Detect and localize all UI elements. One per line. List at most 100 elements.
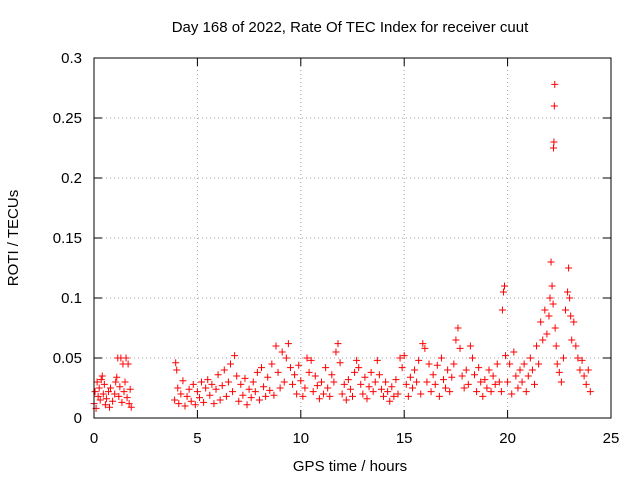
data-point [361,373,369,381]
data-point [324,384,332,392]
data-point [498,306,506,314]
data-point [458,372,466,380]
data-point [386,397,394,405]
data-point [483,384,491,392]
data-point [229,388,237,396]
data-point [574,354,582,362]
data-point [475,364,483,372]
data-point [431,380,439,388]
data-point [342,396,350,404]
data-point [326,392,334,400]
data-point [555,368,563,376]
data-point [276,384,284,392]
data-point [502,352,510,360]
data-point [212,385,220,393]
data-point [101,401,109,409]
data-point [549,300,557,308]
data-point [120,388,128,396]
data-point [550,144,558,152]
x-tick-label: 5 [193,430,201,447]
data-point [535,360,543,368]
data-point [380,392,388,400]
data-point [266,386,274,394]
data-point [100,380,108,388]
data-point [322,364,330,372]
data-point [344,376,352,384]
data-point [562,306,570,314]
y-tick-label: 0.2 [61,170,82,187]
data-point [365,383,373,391]
data-point [355,364,363,372]
x-tick-label: 10 [292,430,309,447]
data-point [429,371,437,379]
data-point [359,390,367,398]
data-point [280,378,288,386]
data-point [454,324,462,332]
y-tick-label: 0.05 [53,350,82,367]
x-axis-label: GPS time / hours [293,458,407,475]
data-point [499,288,507,296]
data-point [377,385,385,393]
data-point [522,388,530,396]
data-point [181,402,189,410]
data-point [200,398,208,406]
data-point [231,352,239,360]
data-point [216,396,224,404]
data-point [551,324,559,332]
data-point [293,390,301,398]
x-tick-label: 15 [396,430,413,447]
data-point [183,392,191,400]
data-point [330,378,338,386]
data-point [363,395,371,403]
data-point [533,342,541,350]
data-point [260,383,268,391]
data-point [174,384,182,392]
data-point [582,380,590,388]
data-point [295,361,303,369]
data-point [93,378,101,386]
data-point [390,392,398,400]
data-point [435,392,443,400]
data-point [233,372,241,380]
data-point [284,340,292,348]
data-point [369,388,377,396]
data-point [512,372,520,380]
data-point [91,388,99,396]
data-point [541,306,549,314]
data-point [102,395,110,403]
data-point [500,282,508,290]
data-point [171,396,179,404]
data-point [406,373,414,381]
data-point [392,376,400,384]
data-point [489,372,497,380]
data-point [220,366,228,374]
data-point [514,384,522,392]
data-point [313,382,321,390]
data-point [495,378,503,386]
data-point [388,383,396,391]
data-point [552,342,560,350]
data-point [485,366,493,374]
data-point [272,342,280,350]
data-point [415,356,423,364]
data-point [96,396,104,404]
data-point [566,294,574,302]
data-point [241,374,249,382]
data-point [548,282,556,290]
data-point [357,380,365,388]
data-point [315,395,323,403]
data-point [255,396,263,404]
data-point [518,378,526,386]
data-point [464,380,472,388]
data-point [332,348,340,356]
data-point [578,356,586,364]
data-point [346,385,354,393]
data-point [437,354,445,362]
data-point [580,372,588,380]
data-point [97,376,105,384]
data-point [204,376,212,384]
data-point [462,366,470,374]
data-point [112,378,120,386]
data-point [173,366,181,374]
